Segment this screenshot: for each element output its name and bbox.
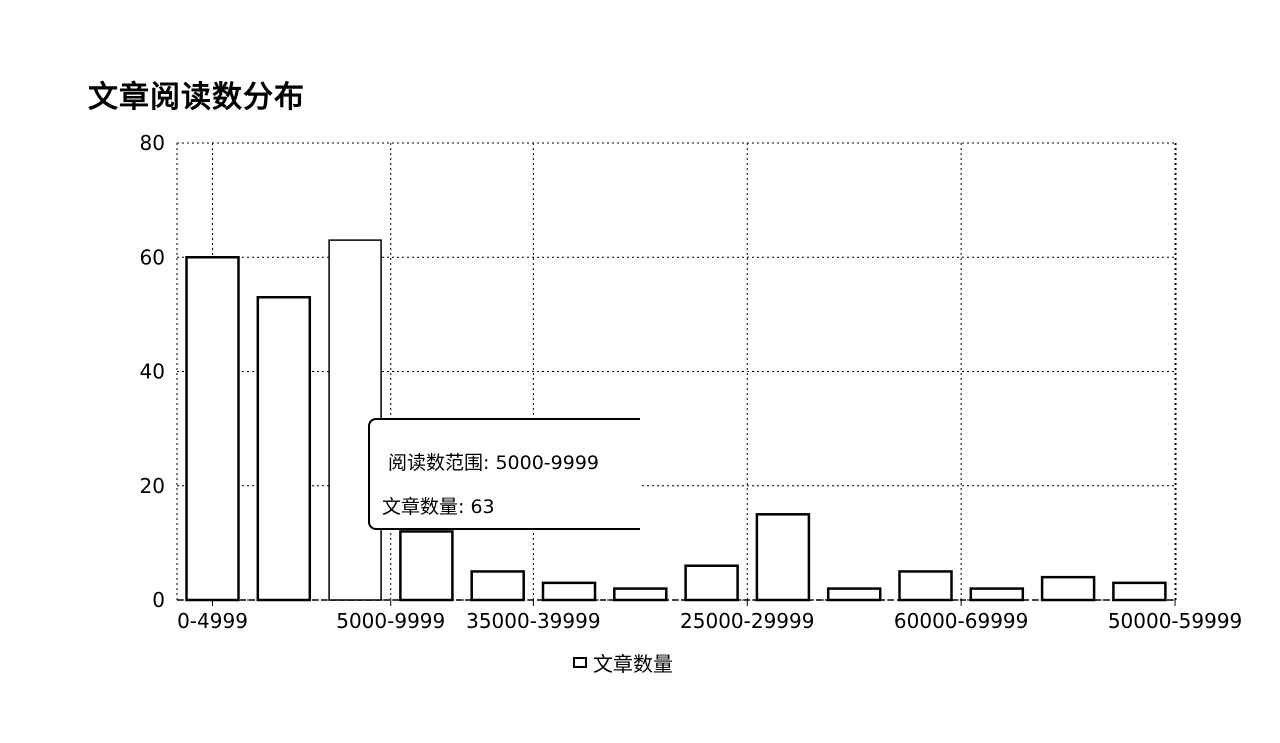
y-tick-label: 20 <box>140 474 165 498</box>
tooltip-range-label: 阅读数范围: 5000-9999 <box>388 452 600 474</box>
x-tick-label: 5000-9999 <box>336 609 445 633</box>
y-tick-label: 40 <box>140 360 165 384</box>
legend-swatch <box>573 657 587 668</box>
tooltip-count-label: 文章数量: 63 <box>382 496 495 518</box>
bar <box>541 581 597 602</box>
y-tick-label: 60 <box>140 245 165 269</box>
y-tick-label: 80 <box>140 131 165 155</box>
bar <box>185 256 240 602</box>
x-tick-label: 25000-29999 <box>680 609 814 633</box>
bar <box>684 564 739 602</box>
bar <box>826 587 882 602</box>
bar <box>898 570 953 602</box>
bar <box>613 587 668 602</box>
chart-legend[interactable]: 文章数量 <box>573 648 673 677</box>
bar <box>470 570 525 602</box>
page-title: 文章阅读数分布 <box>88 80 305 115</box>
bar <box>969 587 1025 602</box>
bar <box>1112 581 1167 602</box>
x-tick-label: 50000-59999 <box>1108 609 1242 633</box>
x-tick-label: 0-4999 <box>177 609 248 633</box>
bar <box>755 513 811 602</box>
bar <box>256 295 312 602</box>
bar <box>399 530 454 602</box>
chart-tooltip: 阅读数范围: 5000-9999 文章数量: 63 <box>368 418 640 530</box>
legend-label: 文章数量 <box>593 652 673 676</box>
x-tick-label: 35000-39999 <box>466 609 600 633</box>
bar <box>1040 575 1096 602</box>
x-tick-label: 60000-69999 <box>894 609 1028 633</box>
y-tick-label: 0 <box>152 588 165 612</box>
